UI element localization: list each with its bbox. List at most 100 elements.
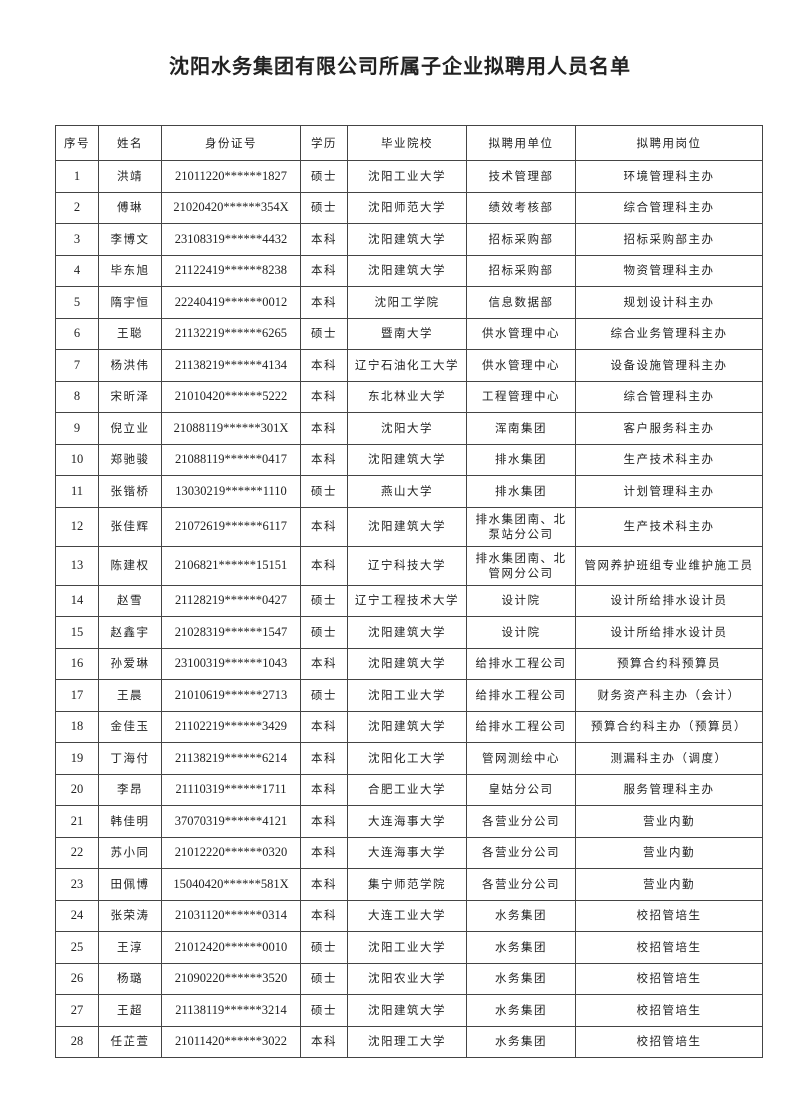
table-row: 14 赵雪 21128219******0427 硕士 辽宁工程技术大学 设计院 设计所给排… [55, 584, 763, 617]
cell-unit: 排水集团南、北泵站分公司 [466, 506, 576, 547]
cell-school: 辽宁科技大学 [347, 545, 467, 586]
cell-id-number: 21011220******1827 [161, 160, 301, 193]
cell-name: 郑驰骏 [98, 443, 162, 476]
cell-index: 15 [55, 616, 99, 649]
table-row: 7 杨洪伟 21138219******4134 本科 辽宁石油化工大学 供水管理中心 设备… [55, 349, 763, 382]
cell-index: 2 [55, 191, 99, 224]
cell-index: 11 [55, 475, 99, 508]
cell-name: 杨璐 [98, 962, 162, 995]
cell-position: 校招管培生 [575, 1025, 763, 1058]
cell-index: 14 [55, 584, 99, 617]
header-position: 拟聘用岗位 [575, 125, 763, 161]
cell-unit: 信息数据部 [466, 286, 576, 319]
cell-school: 沈阳建筑大学 [347, 994, 467, 1027]
cell-education: 本科 [300, 254, 348, 287]
cell-school: 大连海事大学 [347, 805, 467, 838]
cell-name: 赵雪 [98, 584, 162, 617]
cell-position: 营业内勤 [575, 868, 763, 901]
cell-education: 本科 [300, 710, 348, 743]
cell-index: 6 [55, 317, 99, 350]
cell-school: 大连海事大学 [347, 836, 467, 869]
table-header-row: 序号 姓名 身份证号 学历 毕业院校 拟聘用单位 拟聘用岗位 [55, 125, 763, 161]
cell-unit: 供水管理中心 [466, 317, 576, 350]
cell-unit: 水务集团 [466, 899, 576, 932]
cell-index: 13 [55, 545, 99, 586]
cell-name: 孙爱琳 [98, 647, 162, 680]
table-row: 5 隋宇恒 22240419******0012 本科 沈阳工学院 信息数据部 规划设计科主… [55, 286, 763, 319]
table-row: 24 张荣涛 21031120******0314 本科 大连工业大学 水务集团 校招管培生 [55, 899, 763, 932]
cell-position: 测漏科主办（调度） [575, 742, 763, 775]
cell-education: 硕士 [300, 191, 348, 224]
cell-id-number: 15040420******581X [161, 868, 301, 901]
cell-name: 王淳 [98, 931, 162, 964]
cell-index: 17 [55, 679, 99, 712]
cell-name: 赵鑫宇 [98, 616, 162, 649]
cell-education: 本科 [300, 899, 348, 932]
table-row: 13 陈建权 2106821******15151 本科 辽宁科技大学 排水集团南、北管网… [55, 545, 763, 586]
cell-position: 校招管培生 [575, 931, 763, 964]
cell-name: 陈建权 [98, 545, 162, 586]
cell-position: 营业内勤 [575, 836, 763, 869]
table-row: 20 李昂 21110319******1711 本科 合肥工业大学 皇姑分公司 服务管理科… [55, 773, 763, 806]
cell-name: 张佳辉 [98, 506, 162, 547]
header-name: 姓名 [98, 125, 162, 161]
cell-unit: 绩效考核部 [466, 191, 576, 224]
table-row: 28 任芷萱 21011420******3022 本科 沈阳理工大学 水务集团 校招管培生 [55, 1025, 763, 1058]
cell-id-number: 21138119******3214 [161, 994, 301, 1027]
cell-education: 本科 [300, 773, 348, 806]
table-row: 6 王聪 21132219******6265 硕士 暨南大学 供水管理中心 综合业务管理科… [55, 317, 763, 350]
cell-education: 本科 [300, 805, 348, 838]
cell-name: 李昂 [98, 773, 162, 806]
cell-unit: 给排水工程公司 [466, 679, 576, 712]
cell-unit: 各营业分公司 [466, 805, 576, 838]
cell-school: 集宁师范学院 [347, 868, 467, 901]
cell-unit: 浑南集团 [466, 412, 576, 445]
cell-education: 硕士 [300, 931, 348, 964]
cell-school: 沈阳建筑大学 [347, 443, 467, 476]
table-row: 3 李博文 23108319******4432 本科 沈阳建筑大学 招标采购部 招标采购部… [55, 223, 763, 256]
cell-school: 辽宁石油化工大学 [347, 349, 467, 382]
table-row: 26 杨璐 21090220******3520 硕士 沈阳农业大学 水务集团 校招管培生 [55, 962, 763, 995]
header-index: 序号 [55, 125, 99, 161]
cell-position: 校招管培生 [575, 994, 763, 1027]
cell-id-number: 21102219******3429 [161, 710, 301, 743]
cell-unit: 排水集团 [466, 475, 576, 508]
header-unit: 拟聘用单位 [466, 125, 576, 161]
cell-position: 综合管理科主办 [575, 191, 763, 224]
cell-unit: 设计院 [466, 584, 576, 617]
cell-education: 硕士 [300, 584, 348, 617]
cell-index: 20 [55, 773, 99, 806]
cell-position: 管网养护班组专业维护施工员 [575, 545, 763, 586]
cell-index: 7 [55, 349, 99, 382]
cell-position: 计划管理科主办 [575, 475, 763, 508]
cell-position: 客户服务科主办 [575, 412, 763, 445]
table-row: 18 金佳玉 21102219******3429 本科 沈阳建筑大学 给排水工程公司 预算… [55, 710, 763, 743]
cell-position: 校招管培生 [575, 899, 763, 932]
cell-position: 综合业务管理科主办 [575, 317, 763, 350]
cell-unit: 供水管理中心 [466, 349, 576, 382]
cell-name: 宋昕泽 [98, 380, 162, 413]
cell-position: 规划设计科主办 [575, 286, 763, 319]
cell-name: 王超 [98, 994, 162, 1027]
table-row: 10 郑驰骏 21088119******0417 本科 沈阳建筑大学 排水集团 生产技术科… [55, 443, 763, 476]
cell-position: 预算合约科主办（预算员） [575, 710, 763, 743]
cell-position: 生产技术科主办 [575, 443, 763, 476]
cell-id-number: 21072619******6117 [161, 506, 301, 547]
table-row: 12 张佳辉 21072619******6117 本科 沈阳建筑大学 排水集团南、北泵站… [55, 506, 763, 547]
cell-education: 本科 [300, 545, 348, 586]
table-row: 8 宋昕泽 21010420******5222 本科 东北林业大学 工程管理中心 综合管理… [55, 380, 763, 413]
cell-school: 沈阳建筑大学 [347, 616, 467, 649]
table-row: 9 倪立业 21088119******301X 本科 沈阳大学 浑南集团 客户服务科主办 [55, 412, 763, 445]
header-school: 毕业院校 [347, 125, 467, 161]
cell-id-number: 21110319******1711 [161, 773, 301, 806]
table-row: 21 韩佳明 37070319******4121 本科 大连海事大学 各营业分公司 营业内… [55, 805, 763, 838]
cell-index: 22 [55, 836, 99, 869]
cell-index: 23 [55, 868, 99, 901]
cell-id-number: 21011420******3022 [161, 1025, 301, 1058]
cell-unit: 各营业分公司 [466, 836, 576, 869]
cell-education: 本科 [300, 412, 348, 445]
cell-school: 沈阳建筑大学 [347, 223, 467, 256]
cell-school: 辽宁工程技术大学 [347, 584, 467, 617]
cell-name: 任芷萱 [98, 1025, 162, 1058]
cell-education: 本科 [300, 380, 348, 413]
